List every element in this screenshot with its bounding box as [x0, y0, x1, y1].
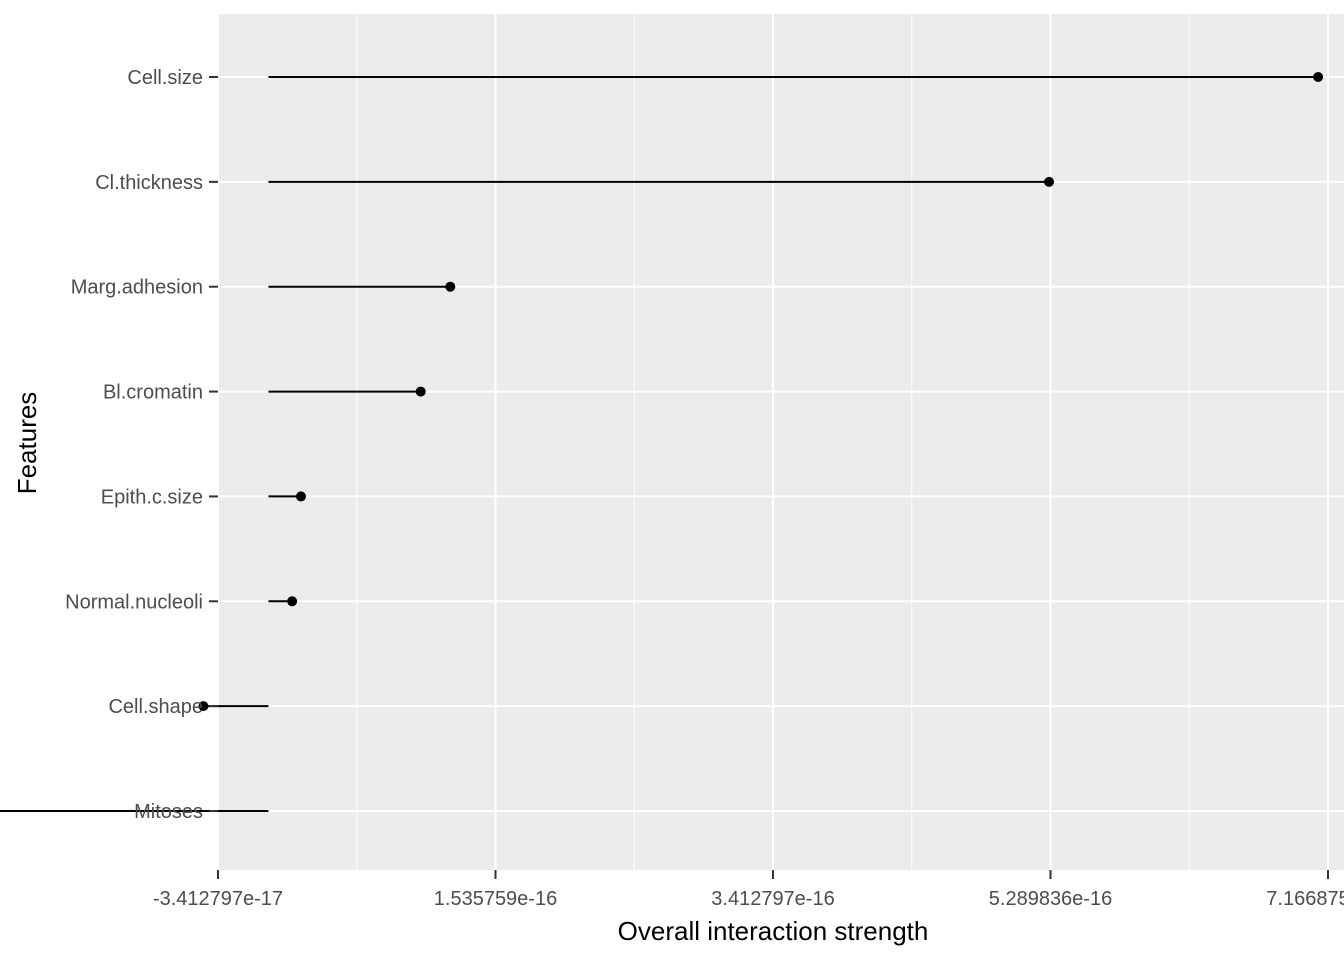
minor-gridlines — [356, 14, 1190, 870]
lollipop-point — [415, 386, 426, 397]
y-tick-label: Epith.c.size — [101, 486, 203, 508]
y-axis: Cell.size Cl.thickness Marg.adhesion Bl.cro… — [65, 67, 218, 823]
lollipop-point — [295, 491, 306, 502]
x-tick-label: 1.535759e-16 — [434, 888, 557, 910]
y-tick-label: Marg.adhesion — [71, 277, 203, 299]
x-tick-label: 7.166875e-16 — [1266, 888, 1344, 910]
y-tick-label: Mitoses — [134, 801, 203, 823]
y-tick-label: Bl.cromatin — [103, 382, 203, 404]
lollipop-marks — [0, 72, 1324, 812]
panel-background — [218, 14, 1344, 870]
lollipop-point — [1313, 72, 1324, 82]
y-tick-label: Cell.shape — [108, 696, 203, 718]
lollipop-point — [445, 281, 456, 292]
lollipop-point — [287, 596, 298, 607]
y-tick-label: Cl.thickness — [95, 172, 203, 194]
x-tick-label: -3.412797e-17 — [153, 888, 283, 910]
y-tick-label: Cell.size — [127, 67, 203, 89]
x-tick-label: 5.289836e-16 — [989, 888, 1112, 910]
y-axis-title: Features — [12, 392, 42, 495]
x-axis: -3.412797e-17 1.535759e-16 3.412797e-16 5.2… — [153, 870, 1344, 910]
x-axis-title: Overall interaction strength — [618, 916, 929, 946]
y-tick-label: Normal.nucleoli — [65, 591, 203, 613]
x-tick-label: 3.412797e-16 — [711, 888, 834, 910]
lollipop-point — [198, 701, 209, 712]
lollipop-point — [1044, 176, 1055, 187]
